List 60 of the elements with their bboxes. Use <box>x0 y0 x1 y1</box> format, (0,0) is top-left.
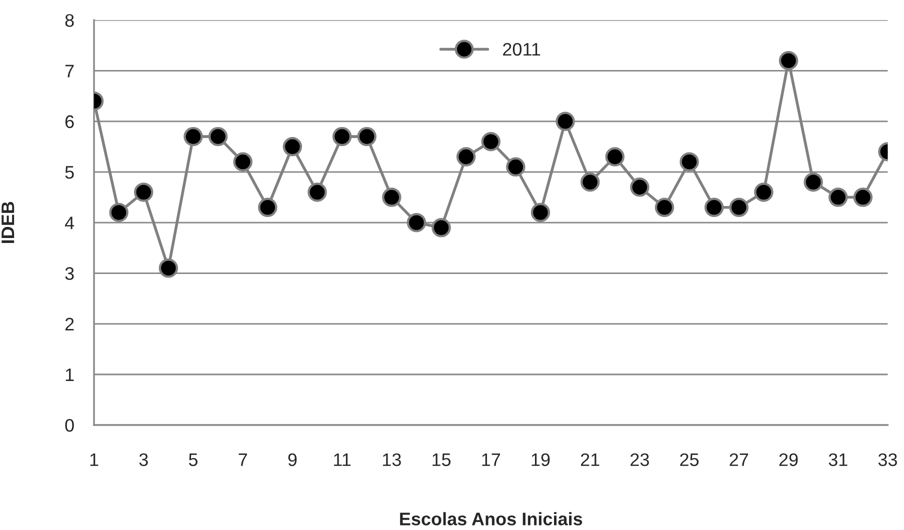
x-axis-title: Escolas Anos Iniciais <box>400 512 582 526</box>
x-tick-label: 23 <box>630 453 649 466</box>
point <box>506 157 526 177</box>
x-tick-label: 3 <box>139 453 148 466</box>
point <box>282 137 302 156</box>
x-tick-label: 5 <box>188 454 198 466</box>
x-tick-label: 11 <box>334 454 351 466</box>
x-tick-label: 25 <box>680 453 699 466</box>
point <box>332 126 352 146</box>
point <box>778 51 798 70</box>
x-tick-label: 19 <box>532 453 550 466</box>
x-tick-label: 33 <box>878 453 897 466</box>
x-tick-label: 17 <box>482 454 500 466</box>
point <box>184 126 203 146</box>
point <box>654 198 674 218</box>
point <box>406 212 426 232</box>
y-tick-label: 0 <box>65 418 74 432</box>
y-tick-label: 8 <box>65 14 74 27</box>
x-tick-label: 27 <box>730 453 748 466</box>
y-tick-label: 5 <box>65 166 74 179</box>
point <box>530 202 550 222</box>
point <box>729 198 749 218</box>
x-tick-label: 7 <box>238 454 247 466</box>
point <box>456 147 476 166</box>
point <box>308 182 327 202</box>
point <box>704 198 724 218</box>
point <box>158 258 178 278</box>
x-tick-label: 9 <box>288 453 297 466</box>
point <box>828 188 848 207</box>
x-tick-label: 31 <box>828 453 848 466</box>
point <box>481 132 500 152</box>
point <box>680 152 699 172</box>
point <box>580 172 600 192</box>
y-tick-label: 6 <box>65 115 74 128</box>
point <box>432 218 451 238</box>
point <box>804 172 823 192</box>
point <box>208 126 228 146</box>
x-tick-label: 21 <box>580 453 600 466</box>
point <box>134 182 154 202</box>
legend-label: 2011 <box>503 42 540 56</box>
y-tick-label: 7 <box>65 64 74 78</box>
point <box>853 188 873 207</box>
point <box>258 198 278 218</box>
y-tick-label: 3 <box>65 267 74 280</box>
point <box>109 202 128 222</box>
x-tick-label: 15 <box>432 454 451 466</box>
y-tick-label: 4 <box>64 216 74 230</box>
point <box>754 182 774 202</box>
x-tick-label: 13 <box>382 453 401 466</box>
point <box>382 188 402 207</box>
x-tick-label: 29 <box>779 453 798 466</box>
y-tick-label: 2 <box>65 318 74 330</box>
point <box>357 126 376 146</box>
point <box>233 152 252 172</box>
y-axis-title: IDEB <box>2 202 14 243</box>
point <box>605 147 625 166</box>
point <box>556 112 575 131</box>
y-tick-label: 1 <box>66 368 74 381</box>
x-tick-label: 1 <box>90 454 98 466</box>
point <box>630 178 650 197</box>
